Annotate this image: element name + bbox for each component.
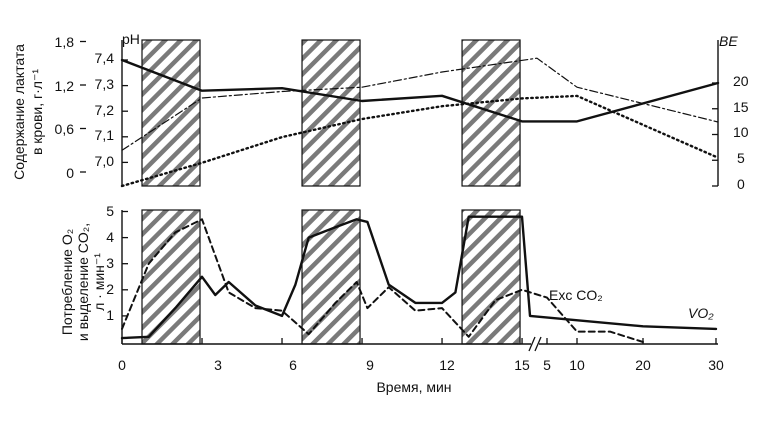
x-tick-labels: 0 3 6 9 12 15 5 10 20 30: [118, 357, 724, 373]
ph-tick-label: 7,0: [95, 153, 115, 169]
ph-tick-labels: 7,4 7,3 7,2 7,1 7,0: [95, 50, 115, 169]
flow-tick-label: 3: [106, 255, 114, 271]
be-tick-label: 15: [733, 99, 749, 115]
x-tick-label: 9: [366, 357, 374, 373]
lactate-axis-title-line2: в крови, г·л⁻¹: [29, 69, 45, 155]
rest-period-box-bottom: [461, 209, 521, 345]
ph-axis-title: pH: [122, 31, 140, 47]
lactate-axis-title-line1: Содержание лактата: [11, 44, 27, 180]
flow-axis-title: Потребление O₂ и выделение CO₂, л · мин⁻…: [59, 223, 107, 341]
x-tick-label: 3: [214, 357, 222, 373]
be-tick-label: 5: [737, 150, 745, 166]
rest-period-box-bottom: [141, 209, 201, 345]
lactate-tick-label: 1,8: [55, 34, 75, 50]
flow-tick-label: 2: [106, 281, 114, 297]
flow-tick-label: 5: [106, 203, 114, 219]
x-tick-label: 20: [635, 357, 651, 373]
axes: [121, 40, 719, 352]
rest-period-box-top: [141, 39, 201, 187]
be-tick-labels: 20 15 10 5 0: [733, 73, 749, 192]
be-tick-label: 0: [737, 176, 745, 192]
be-line: [120, 94, 720, 188]
x-tick-label: 6: [289, 357, 297, 373]
flow-tick-labels: 5 4 3 2 1: [106, 203, 114, 323]
axis-break-mark: [528, 336, 542, 352]
x-axis-title: Время, мин: [376, 379, 451, 395]
rest-period-box-top: [301, 39, 361, 187]
flow-axis-title-line1: Потребление O₂: [59, 229, 75, 335]
x-tick-label: 0: [118, 357, 126, 373]
be-tick-label: 10: [733, 124, 749, 140]
ph-tick-label: 7,1: [95, 127, 115, 143]
ph-tick-label: 7,2: [95, 102, 115, 118]
flow-tick-label: 1: [106, 307, 114, 323]
lactate-line: [121, 57, 719, 151]
x-tick-label: 5: [543, 357, 551, 373]
lactate-tick-labels: 1,8 1,2 0,6 0: [55, 34, 75, 181]
co2-line: [121, 218, 644, 343]
ph-line: [120, 58, 720, 123]
series-layer: [120, 57, 720, 343]
rest-period-hatching: [141, 39, 521, 345]
vo2-line: [120, 215, 718, 340]
x-tick-label: 30: [708, 357, 724, 373]
x-tick-label: 10: [569, 357, 585, 373]
x-tick-label: 15: [514, 357, 530, 373]
tick-marks: [80, 40, 718, 344]
flow-tick-label: 4: [106, 229, 114, 245]
be-tick-label: 20: [733, 73, 749, 89]
rest-period-box-bottom: [301, 209, 361, 345]
lactate-axis-title: Содержание лактата в крови, г·л⁻¹: [11, 44, 45, 180]
flow-axis-title-line3: л · мин⁻¹: [91, 253, 107, 311]
lactate-tick-label: 1,2: [55, 78, 75, 94]
lactate-tick-label: 0: [66, 165, 74, 181]
be-axis-title: BE: [719, 33, 738, 49]
vo2-series-label: VO₂: [688, 305, 714, 321]
lactate-tick-label: 0,6: [55, 121, 75, 137]
ph-tick-label: 7,3: [95, 76, 115, 92]
co2-series-label: Exc CO₂: [549, 287, 603, 303]
ph-tick-label: 7,4: [95, 50, 115, 66]
flow-axis-title-line2: и выделение CO₂,: [75, 223, 91, 341]
x-tick-label: 12: [439, 357, 455, 373]
